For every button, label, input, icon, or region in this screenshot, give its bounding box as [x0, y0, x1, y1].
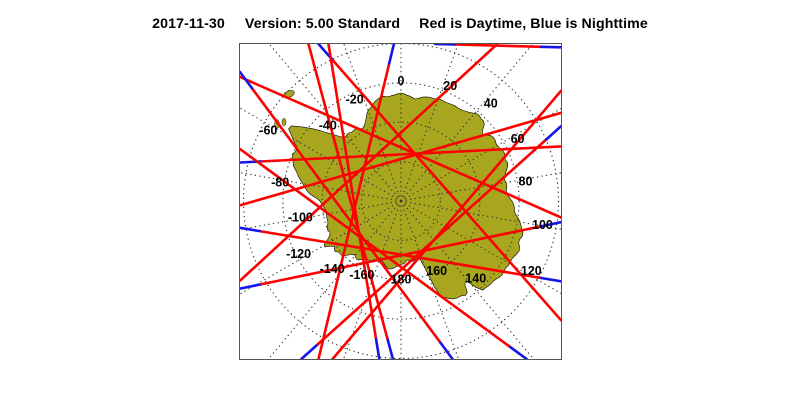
svg-text:120: 120 [521, 264, 542, 278]
svg-text:140: 140 [465, 272, 486, 286]
svg-text:-20: -20 [346, 93, 364, 107]
svg-text:80: 80 [519, 174, 533, 188]
svg-text:-140: -140 [320, 262, 345, 276]
svg-text:100: 100 [532, 218, 553, 232]
svg-text:-120: -120 [286, 247, 311, 261]
svg-text:-100: -100 [288, 211, 313, 225]
svg-text:20: 20 [443, 79, 457, 93]
svg-text:160: 160 [426, 264, 447, 278]
svg-text:0: 0 [398, 74, 405, 88]
svg-text:-40: -40 [319, 119, 337, 133]
svg-text:60: 60 [511, 132, 525, 146]
svg-text:40: 40 [484, 96, 498, 110]
svg-text:-160: -160 [349, 268, 374, 282]
svg-text:-80: -80 [271, 175, 289, 189]
svg-text:180: 180 [391, 273, 412, 287]
svg-text:-60: -60 [259, 124, 277, 138]
